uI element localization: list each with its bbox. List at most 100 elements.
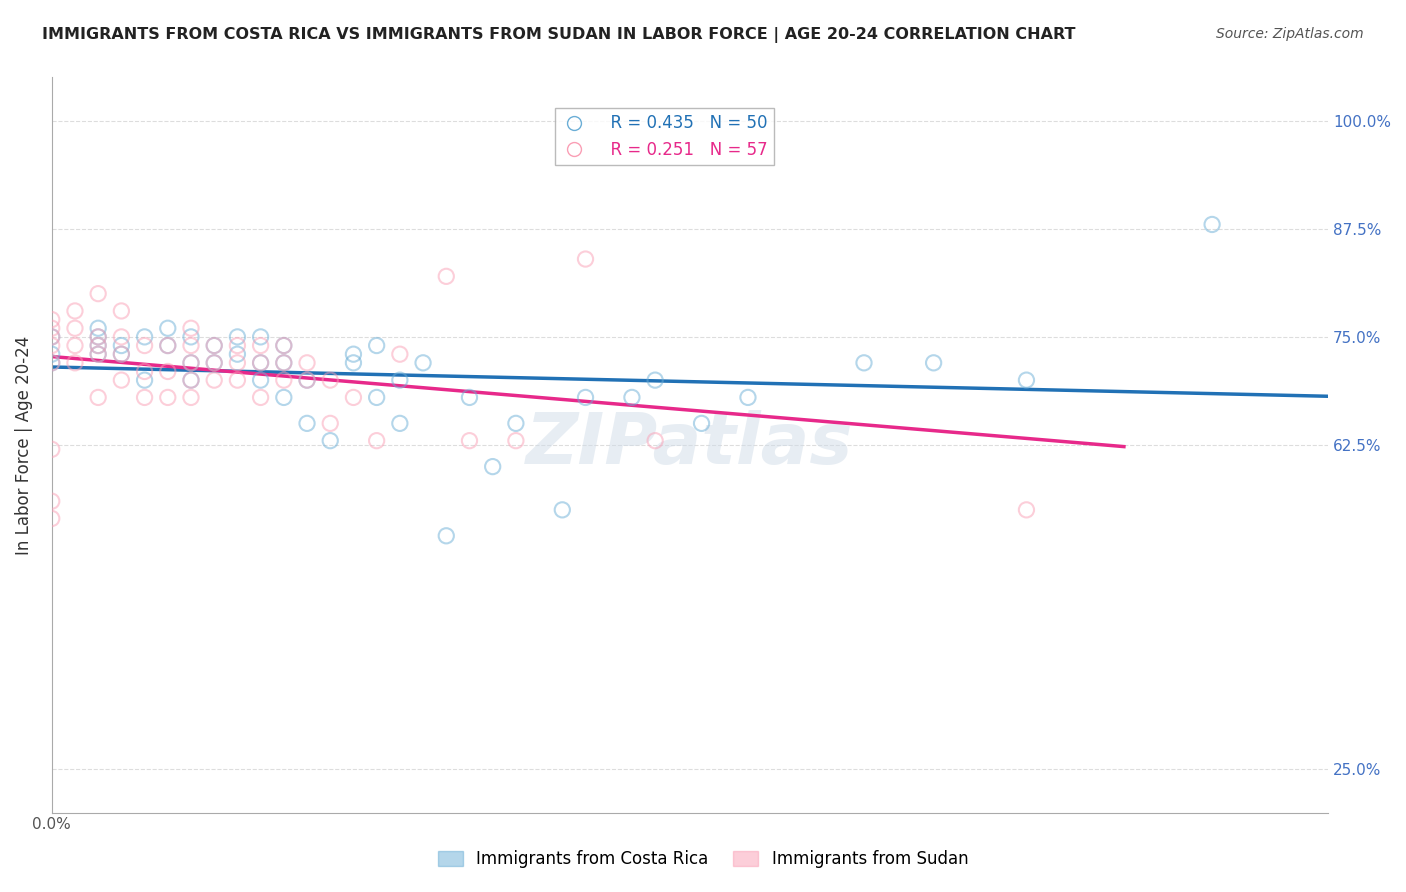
Immigrants from Costa Rica (690, 417, 713, 431)
Immigrants from Sudan (202, 373, 225, 387)
Immigrants from Sudan (180, 391, 202, 405)
Immigrants from Costa Rica (1201, 218, 1223, 232)
Immigrants from Sudan (41, 330, 63, 344)
Immigrants from Costa Rica (41, 330, 63, 344)
Immigrants from Costa Rica (342, 356, 364, 370)
Immigrants from Sudan (574, 252, 596, 266)
Immigrants from Costa Rica (202, 356, 225, 370)
Immigrants from Costa Rica (226, 330, 249, 344)
Immigrants from Costa Rica (366, 391, 388, 405)
Immigrants from Costa Rica (551, 503, 574, 517)
Immigrants from Costa Rica (110, 338, 132, 352)
Immigrants from Sudan (87, 338, 110, 352)
Immigrants from Costa Rica (41, 356, 63, 370)
Immigrants from Sudan (644, 434, 666, 448)
Immigrants from Sudan (180, 321, 202, 335)
Legend:   R = 0.435   N = 50,   R = 0.251   N = 57: R = 0.435 N = 50, R = 0.251 N = 57 (555, 108, 775, 166)
Immigrants from Sudan (1015, 503, 1038, 517)
Legend: Immigrants from Costa Rica, Immigrants from Sudan: Immigrants from Costa Rica, Immigrants f… (432, 844, 974, 875)
Immigrants from Sudan (366, 434, 388, 448)
Immigrants from Costa Rica (319, 434, 342, 448)
Immigrants from Costa Rica (87, 330, 110, 344)
Immigrants from Sudan (156, 338, 179, 352)
Immigrants from Sudan (41, 511, 63, 525)
Immigrants from Sudan (41, 338, 63, 352)
Immigrants from Sudan (319, 417, 342, 431)
Immigrants from Sudan (110, 347, 132, 361)
Immigrants from Costa Rica (156, 338, 179, 352)
Immigrants from Costa Rica (1015, 373, 1038, 387)
Immigrants from Sudan (342, 391, 364, 405)
Immigrants from Costa Rica (202, 338, 225, 352)
Immigrants from Costa Rica (134, 330, 156, 344)
Immigrants from Sudan (41, 321, 63, 335)
Immigrants from Sudan (110, 330, 132, 344)
Immigrants from Sudan (249, 338, 271, 352)
Immigrants from Costa Rica (388, 373, 411, 387)
Immigrants from Costa Rica (434, 529, 457, 543)
Immigrants from Sudan (41, 442, 63, 457)
Immigrants from Sudan (180, 338, 202, 352)
Immigrants from Costa Rica (87, 347, 110, 361)
Immigrants from Sudan (134, 391, 156, 405)
Immigrants from Costa Rica (505, 417, 527, 431)
Immigrants from Sudan (226, 373, 249, 387)
Immigrants from Costa Rica (366, 338, 388, 352)
Immigrants from Costa Rica (388, 417, 411, 431)
Immigrants from Sudan (134, 338, 156, 352)
Immigrants from Sudan (156, 364, 179, 378)
Immigrants from Sudan (41, 312, 63, 326)
Immigrants from Sudan (87, 391, 110, 405)
Immigrants from Costa Rica (737, 391, 759, 405)
Immigrants from Costa Rica (620, 391, 643, 405)
Immigrants from Sudan (63, 321, 86, 335)
Immigrants from Costa Rica (644, 373, 666, 387)
Immigrants from Sudan (87, 286, 110, 301)
Text: Source: ZipAtlas.com: Source: ZipAtlas.com (1216, 27, 1364, 41)
Immigrants from Sudan (249, 391, 271, 405)
Immigrants from Costa Rica (412, 356, 434, 370)
Immigrants from Sudan (110, 373, 132, 387)
Immigrants from Costa Rica (853, 356, 876, 370)
Immigrants from Sudan (505, 434, 527, 448)
Immigrants from Sudan (63, 338, 86, 352)
Immigrants from Costa Rica (273, 356, 295, 370)
Immigrants from Sudan (156, 391, 179, 405)
Immigrants from Sudan (110, 304, 132, 318)
Immigrants from Costa Rica (574, 391, 596, 405)
Immigrants from Sudan (434, 269, 457, 284)
Immigrants from Costa Rica (273, 391, 295, 405)
Immigrants from Sudan (180, 356, 202, 370)
Immigrants from Sudan (273, 338, 295, 352)
Immigrants from Sudan (202, 356, 225, 370)
Text: IMMIGRANTS FROM COSTA RICA VS IMMIGRANTS FROM SUDAN IN LABOR FORCE | AGE 20-24 C: IMMIGRANTS FROM COSTA RICA VS IMMIGRANTS… (42, 27, 1076, 43)
Immigrants from Costa Rica (342, 347, 364, 361)
Immigrants from Sudan (249, 356, 271, 370)
Immigrants from Sudan (41, 356, 63, 370)
Immigrants from Sudan (273, 373, 295, 387)
Immigrants from Sudan (458, 434, 481, 448)
Immigrants from Sudan (134, 364, 156, 378)
Immigrants from Costa Rica (922, 356, 945, 370)
Immigrants from Costa Rica (273, 338, 295, 352)
Immigrants from Sudan (388, 347, 411, 361)
Immigrants from Costa Rica (458, 391, 481, 405)
Immigrants from Costa Rica (134, 373, 156, 387)
Immigrants from Sudan (295, 373, 318, 387)
Immigrants from Costa Rica (156, 321, 179, 335)
Immigrants from Sudan (63, 356, 86, 370)
Immigrants from Costa Rica (180, 330, 202, 344)
Immigrants from Costa Rica (110, 347, 132, 361)
Immigrants from Sudan (202, 338, 225, 352)
Immigrants from Sudan (87, 347, 110, 361)
Immigrants from Costa Rica (226, 347, 249, 361)
Immigrants from Sudan (226, 338, 249, 352)
Immigrants from Sudan (180, 373, 202, 387)
Immigrants from Costa Rica (87, 338, 110, 352)
Immigrants from Costa Rica (295, 373, 318, 387)
Immigrants from Costa Rica (87, 321, 110, 335)
Immigrants from Sudan (41, 494, 63, 508)
Immigrants from Costa Rica (180, 356, 202, 370)
Immigrants from Costa Rica (180, 373, 202, 387)
Immigrants from Sudan (319, 373, 342, 387)
